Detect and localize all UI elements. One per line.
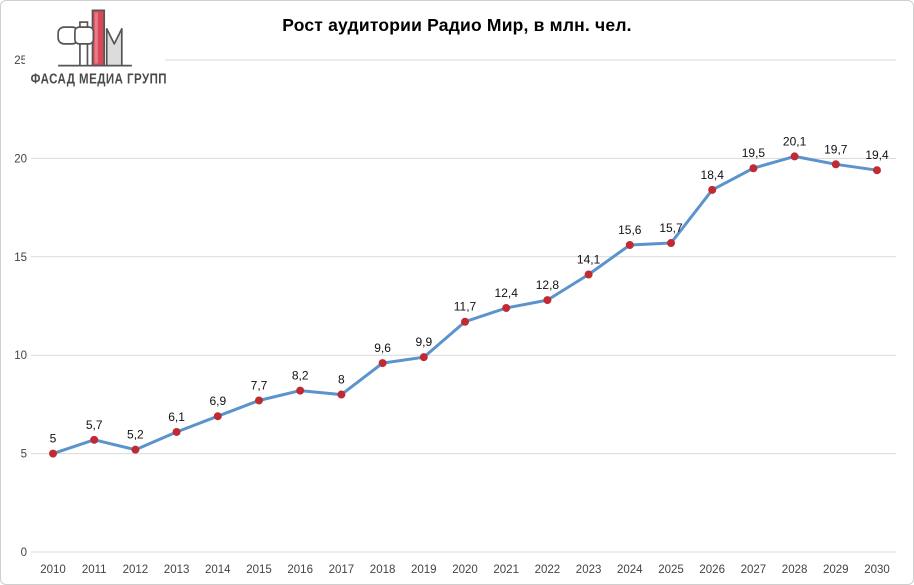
x-tick-label: 2030 — [864, 564, 890, 576]
x-tick-label: 2010 — [40, 564, 66, 576]
data-point-label: 14,1 — [577, 253, 601, 267]
data-point — [378, 359, 387, 368]
y-tick-label: 5 — [21, 449, 27, 461]
x-tick-label: 2018 — [370, 564, 396, 576]
data-point-label: 5 — [50, 432, 57, 446]
x-tick-label: 2014 — [205, 564, 231, 576]
logo-text: ФАСАД МЕДИА ГРУПП — [30, 71, 168, 88]
data-point — [90, 435, 99, 444]
logo: ФАСАД МЕДИА ГРУПП — [25, 7, 168, 88]
y-tick-label: 20 — [14, 153, 27, 165]
x-tick-label: 2023 — [576, 564, 602, 576]
y-tick-label: 15 — [14, 252, 27, 264]
data-point-label: 19,5 — [742, 146, 766, 160]
x-tick-label: 2016 — [287, 564, 313, 576]
x-tick-label: 2026 — [699, 564, 725, 576]
data-point-label: 5,2 — [127, 428, 144, 442]
y-tick-label: 10 — [14, 350, 27, 362]
data-point — [831, 160, 840, 169]
data-point — [708, 185, 717, 194]
data-point-label: 7,7 — [251, 378, 268, 392]
data-point — [49, 449, 57, 458]
data-point-label: 20,1 — [783, 134, 807, 148]
data-point-label: 6,1 — [168, 410, 185, 424]
data-point — [296, 386, 305, 395]
x-tick-label: 2013 — [164, 564, 190, 576]
data-point — [131, 445, 140, 454]
data-point — [749, 164, 758, 173]
data-point — [255, 396, 263, 405]
x-tick-label: 2022 — [535, 564, 561, 576]
data-point-label: 5,7 — [86, 418, 103, 432]
data-point-label: 11,7 — [454, 300, 477, 314]
data-point — [790, 152, 799, 161]
x-tick-label: 2024 — [617, 564, 643, 576]
y-tick-label: 0 — [21, 547, 27, 559]
data-point — [419, 353, 428, 362]
data-point-label: 12,8 — [536, 278, 560, 292]
data-point-label: 12,4 — [495, 286, 519, 300]
x-tick-label: 2029 — [823, 564, 849, 576]
data-point-label: 15,7 — [659, 221, 683, 235]
data-point-label: 9,9 — [415, 335, 432, 349]
data-point — [584, 270, 593, 279]
x-tick-label: 2028 — [782, 564, 808, 576]
x-tick-label: 2015 — [246, 564, 272, 576]
data-point-label: 8,2 — [292, 369, 309, 383]
data-point — [667, 239, 675, 248]
x-tick-label: 2011 — [82, 564, 107, 576]
x-tick-label: 2012 — [123, 564, 149, 576]
x-tick-label: 2021 — [493, 564, 519, 576]
x-tick-label: 2017 — [329, 564, 355, 576]
data-point-label: 18,4 — [701, 168, 725, 182]
chart-title: Рост аудитории Радио Мир, в млн. чел. — [282, 15, 632, 35]
data-point-label: 6,9 — [209, 394, 226, 408]
x-tick-label: 2020 — [452, 564, 478, 576]
data-point — [543, 296, 552, 305]
data-point — [461, 317, 469, 326]
data-point — [337, 390, 346, 399]
x-tick-label: 2027 — [741, 564, 767, 576]
y-tick-label: 25 — [14, 55, 27, 67]
logo-icon — [57, 9, 132, 67]
x-tick-label: 2019 — [411, 564, 437, 576]
data-point-label: 19,4 — [865, 148, 889, 162]
data-point-label: 19,7 — [824, 142, 848, 156]
data-point — [502, 303, 511, 312]
x-tick-label: 2025 — [658, 564, 684, 576]
data-point-label: 9,6 — [374, 341, 391, 355]
data-point-label: 15,6 — [618, 223, 642, 237]
data-point — [172, 427, 181, 436]
data-point — [873, 166, 881, 175]
data-point — [213, 412, 222, 421]
data-point — [625, 240, 634, 249]
data-point-label: 8 — [338, 373, 345, 387]
